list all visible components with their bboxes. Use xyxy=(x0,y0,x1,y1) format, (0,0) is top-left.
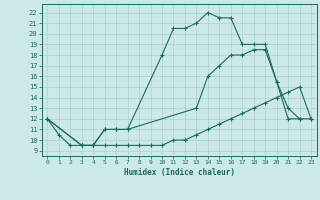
X-axis label: Humidex (Indice chaleur): Humidex (Indice chaleur) xyxy=(124,168,235,177)
